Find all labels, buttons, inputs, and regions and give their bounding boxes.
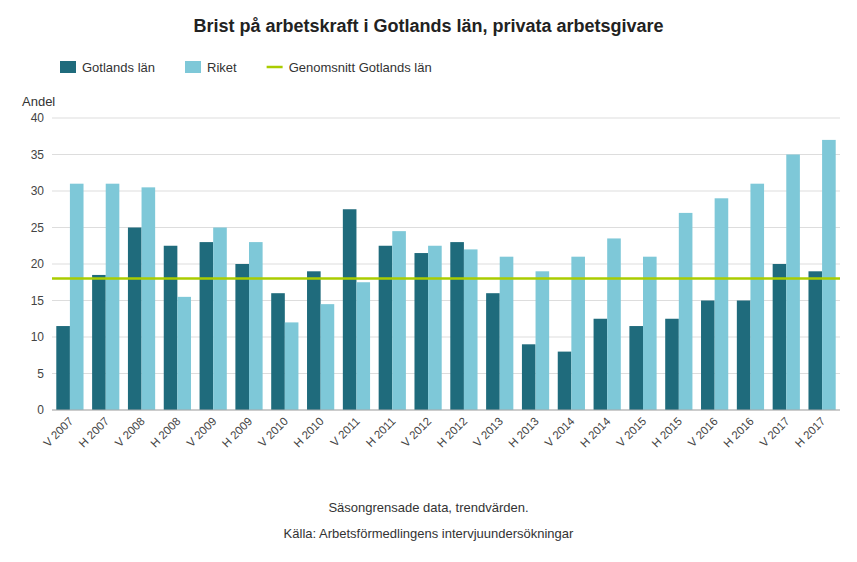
bar	[464, 249, 478, 410]
legend-swatch	[185, 61, 201, 73]
bar	[737, 301, 751, 411]
y-tick-label: 5	[37, 367, 44, 381]
bar	[750, 184, 764, 410]
bar	[56, 326, 70, 410]
x-tick-label: H 2014	[578, 415, 613, 450]
bar	[392, 231, 406, 410]
bar	[271, 293, 285, 410]
x-tick-label: V 2007	[41, 415, 75, 449]
bar	[536, 271, 550, 410]
x-tick-label: V 2013	[471, 415, 505, 449]
x-tick-label: V 2015	[614, 415, 648, 449]
legend-swatch	[267, 66, 283, 69]
bar	[773, 264, 787, 410]
legend-label: Riket	[207, 60, 237, 75]
bar	[808, 271, 822, 410]
bar	[200, 242, 214, 410]
y-tick-label: 0	[37, 403, 44, 417]
grid-line	[52, 191, 840, 192]
x-tick-label: V 2012	[399, 415, 433, 449]
x-tick-label: V 2008	[113, 415, 147, 449]
bar	[307, 271, 321, 410]
grid-line	[52, 118, 840, 119]
x-tick-label: V 2010	[256, 415, 290, 449]
bar	[594, 319, 608, 410]
title: Brist på arbetskraft i Gotlands län, pri…	[193, 16, 663, 36]
bar	[486, 293, 500, 410]
average-line	[52, 277, 840, 280]
bar	[607, 238, 621, 410]
x-tick-label: H 2016	[721, 415, 756, 450]
x-tick-label: V 2011	[328, 415, 362, 449]
x-tick-label: V 2016	[686, 415, 720, 449]
x-tick-label: H 2013	[506, 415, 541, 450]
bar	[786, 155, 800, 411]
grid-line	[52, 154, 840, 155]
bar	[629, 326, 643, 410]
marks	[52, 140, 840, 410]
x-tick-label: H 2007	[76, 415, 111, 450]
y-tick-label: 25	[31, 221, 45, 235]
bar	[343, 209, 357, 410]
bar	[665, 319, 679, 410]
grid	[52, 118, 840, 410]
x-tick-label: V 2017	[757, 415, 791, 449]
note: Säsongrensade data, trendvärden.	[328, 500, 528, 515]
bar	[213, 228, 227, 411]
bar	[558, 352, 572, 410]
y-tick-label: 40	[31, 111, 45, 125]
grid-line	[52, 410, 840, 411]
y-tick-label: 10	[31, 330, 45, 344]
x-tick-label: V 2014	[543, 415, 578, 450]
x-tick-label: V 2009	[184, 415, 218, 449]
bar	[92, 275, 106, 410]
x-tick-label: H 2012	[435, 415, 470, 450]
bar	[822, 140, 836, 410]
x-tick-label: H 2015	[650, 415, 685, 450]
x-tick-label: H 2010	[291, 415, 326, 450]
note: Källa: Arbetsförmedlingens intervjuunder…	[284, 526, 574, 541]
bar	[106, 184, 120, 410]
legend: Gotlands län Riket Genomsnitt Gotlands län	[60, 60, 432, 75]
bar	[356, 282, 370, 410]
x-tick-label: H 2011	[364, 415, 398, 449]
chart: Brist på arbetskraft i Gotlands län, pri…	[0, 0, 857, 562]
x-tick-label: H 2017	[793, 415, 828, 450]
bar	[522, 344, 536, 410]
y-axis-label: Andel	[22, 94, 55, 109]
bar	[70, 184, 84, 410]
y-tick-label: 35	[31, 148, 45, 162]
y-tick-label: 30	[31, 184, 45, 198]
bar	[164, 246, 178, 410]
bar	[177, 297, 191, 410]
bar	[679, 213, 693, 410]
bar	[235, 264, 249, 410]
bar	[414, 253, 428, 410]
bar	[249, 242, 263, 410]
y-tick-label: 20	[31, 257, 45, 271]
bar	[450, 242, 464, 410]
legend-label: Gotlands län	[82, 60, 155, 75]
bar	[428, 246, 442, 410]
y-tick-label: 15	[31, 294, 45, 308]
legend-label: Genomsnitt Gotlands län	[289, 60, 432, 75]
bar	[128, 228, 142, 411]
bar	[321, 304, 335, 410]
bar	[715, 198, 729, 410]
bar	[285, 322, 299, 410]
bar	[142, 187, 156, 410]
x-tick-label: H 2009	[220, 415, 255, 450]
background	[0, 0, 857, 562]
x-tick-label: H 2008	[148, 415, 183, 450]
bar	[379, 246, 393, 410]
x-axis-line	[52, 410, 840, 411]
legend-swatch	[60, 61, 76, 73]
bar	[701, 301, 715, 411]
